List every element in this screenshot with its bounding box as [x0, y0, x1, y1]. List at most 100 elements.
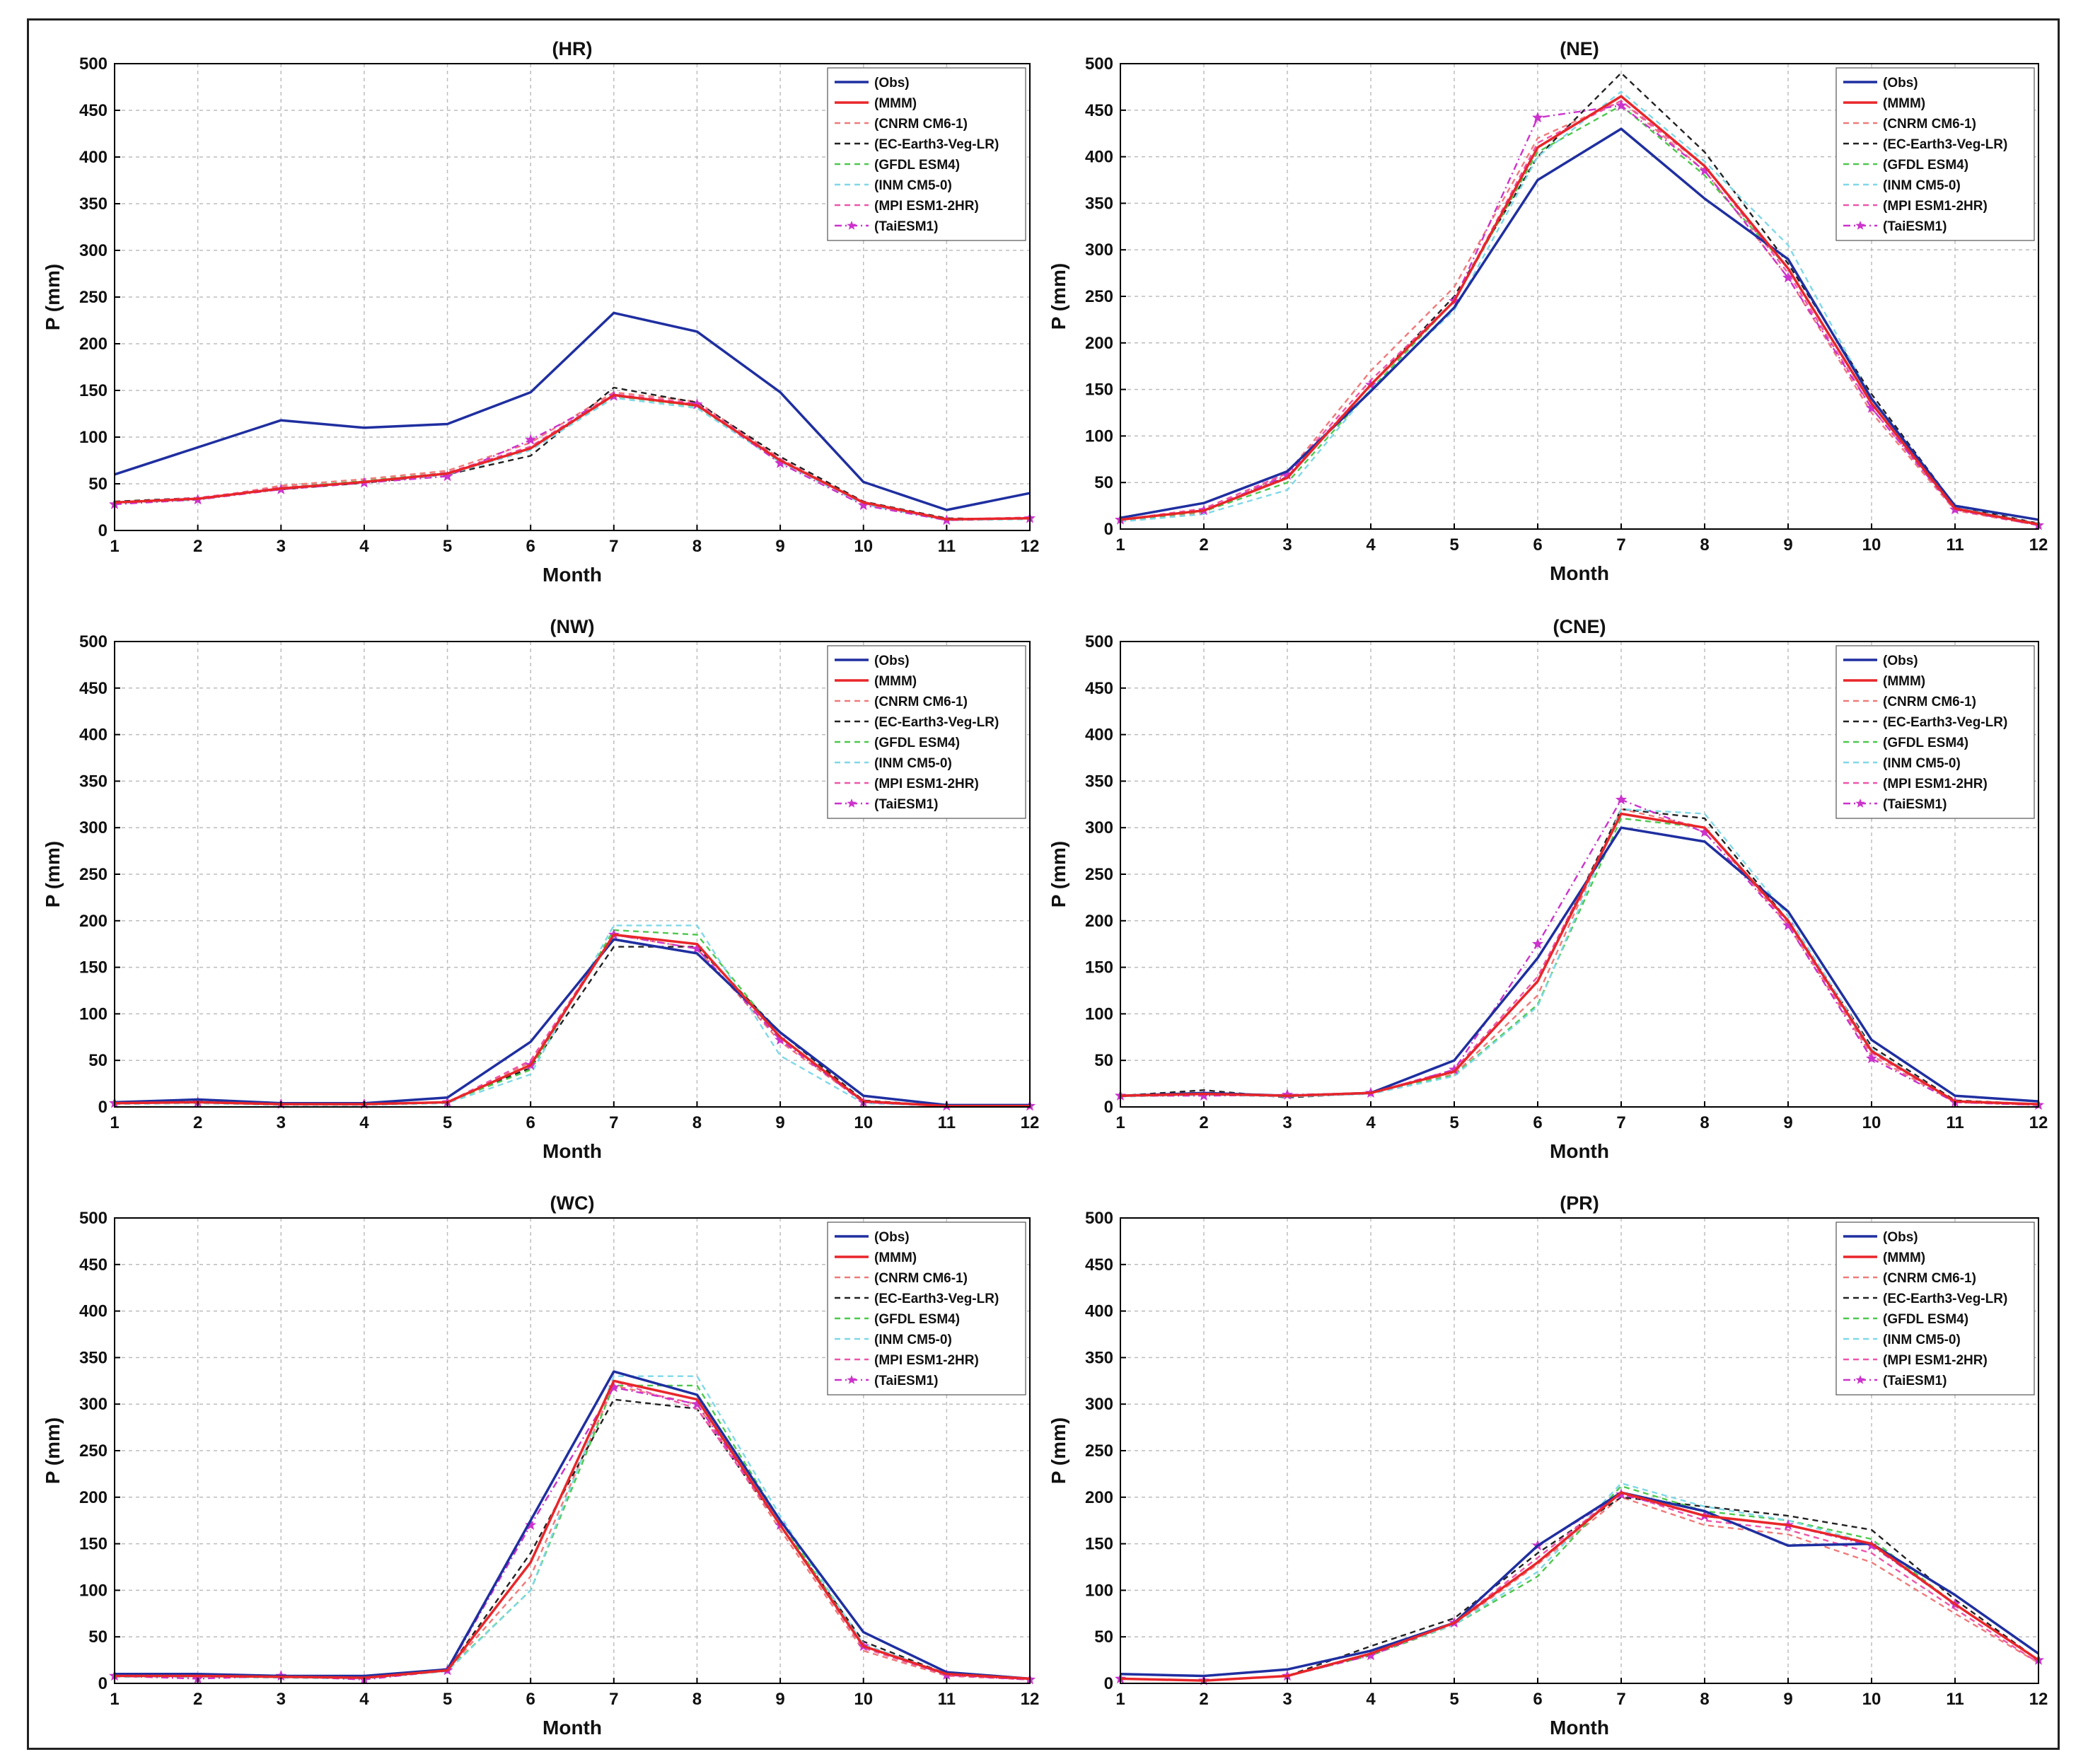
x-tick-label: 12	[1021, 537, 1040, 556]
chart-title: (HR)	[552, 38, 593, 59]
y-axis-label: P (mm)	[42, 264, 64, 330]
series-line	[1120, 799, 2039, 1106]
legend-entry: (Obs)	[874, 76, 910, 91]
series-line	[1120, 104, 2039, 526]
x-tick-label: 9	[1783, 535, 1792, 555]
legend-entry: (GFDL ESM4)	[874, 1312, 960, 1327]
legend: (Obs) (MMM) (CNRM CM6-1) (EC-Earth3-Veg-LR)…	[1835, 1222, 2035, 1395]
legend-marker	[1855, 221, 1865, 230]
legend-entry: (CNRM CM6-1)	[874, 695, 968, 709]
y-tick-label: 500	[79, 1209, 108, 1228]
y-tick-label: 450	[1085, 101, 1113, 120]
y-tick-label: 150	[79, 381, 108, 400]
x-tick-label: 6	[526, 1690, 535, 1709]
legend-entry: (EC-Earth3-Veg-LR)	[1883, 1292, 2007, 1306]
x-tick-label: 1	[110, 1113, 119, 1132]
x-tick-label: 9	[1783, 1113, 1792, 1132]
legend-marker	[847, 221, 857, 230]
data-point	[525, 434, 537, 445]
x-tick-label: 10	[1862, 1113, 1881, 1132]
y-tick-label: 200	[1085, 912, 1113, 931]
x-tick-label: 1	[110, 537, 119, 556]
legend-entry: (CNRM CM6-1)	[1883, 117, 1976, 132]
x-tick-label: 6	[526, 537, 535, 556]
legend-entry: (Obs)	[874, 1230, 910, 1245]
legend-entry: (EC-Earth3-Veg-LR)	[874, 715, 999, 730]
x-tick-label: 6	[526, 1113, 535, 1132]
y-tick-label: 250	[79, 288, 108, 307]
legend-entry: (GFDL ESM4)	[1883, 158, 1968, 173]
y-tick-label: 150	[79, 1535, 108, 1554]
y-tick-label: 450	[1085, 1255, 1113, 1275]
legend-entry: (MMM)	[1883, 96, 1925, 111]
y-tick-label: 400	[1085, 148, 1113, 167]
y-tick-label: 200	[79, 335, 108, 354]
legend: (Obs) (MMM) (CNRM CM6-1) (EC-Earth3-Veg-LR)…	[827, 67, 1026, 241]
chart-title: (NE)	[1560, 38, 1599, 59]
y-axis-label: P (mm)	[1048, 1417, 1069, 1484]
x-tick-label: 10	[1862, 535, 1881, 555]
data-point	[525, 1519, 537, 1531]
x-tick-label: 11	[938, 537, 956, 556]
x-axis-label: Month	[543, 564, 602, 586]
y-tick-label: 350	[79, 772, 108, 791]
legend-entry: (TaiESM1)	[1883, 1374, 1947, 1388]
series-line	[115, 1379, 1031, 1681]
series-line	[1120, 95, 2039, 526]
y-tick-label: 150	[1085, 381, 1113, 400]
x-tick-label: 12	[1021, 1113, 1040, 1132]
x-tick-label: 6	[1533, 1690, 1542, 1709]
y-tick-label: 0	[98, 1674, 108, 1693]
x-axis-label: Month	[543, 1717, 602, 1739]
y-tick-label: 450	[79, 101, 108, 120]
legend-entry: (CNRM CM6-1)	[1883, 1271, 1976, 1286]
y-tick-label: 300	[79, 241, 108, 260]
x-tick-label: 9	[775, 1690, 784, 1709]
y-tick-label: 100	[1085, 427, 1113, 446]
y-tick-label: 150	[79, 958, 108, 977]
y-tick-label: 400	[1085, 726, 1113, 745]
legend-entry: (INM CM5-0)	[1883, 1333, 1961, 1347]
legend-entry: (MMM)	[1883, 1251, 1925, 1265]
x-tick-label: 4	[1366, 1113, 1376, 1132]
x-tick-label: 9	[775, 537, 784, 556]
data-point	[1865, 1052, 1878, 1064]
y-tick-label: 50	[88, 1051, 108, 1070]
y-tick-label: 0	[1104, 1674, 1113, 1693]
legend-entry: (MMM)	[874, 1251, 917, 1265]
y-tick-label: 50	[1094, 473, 1113, 492]
legend-entry: (Obs)	[874, 654, 910, 668]
legend-entry: (MPI ESM1-2HR)	[874, 199, 979, 214]
legend-entry: (MMM)	[874, 674, 917, 689]
x-tick-label: 4	[1366, 1690, 1376, 1709]
y-tick-label: 200	[79, 1488, 108, 1507]
legend-entry: (TaiESM1)	[874, 797, 938, 812]
y-tick-label: 150	[1085, 958, 1113, 977]
x-tick-label: 3	[277, 1113, 286, 1132]
x-axis-label: Month	[1550, 1140, 1609, 1162]
legend-entry: (CNRM CM6-1)	[874, 117, 968, 132]
y-tick-label: 100	[79, 1004, 108, 1023]
legend-entry: (INM CM5-0)	[874, 1333, 952, 1347]
x-tick-label: 2	[1199, 535, 1208, 555]
legend-entry: (EC-Earth3-Veg-LR)	[1883, 137, 2007, 152]
figure-frame	[27, 18, 2060, 1750]
x-tick-label: 7	[1616, 1690, 1625, 1709]
y-tick-label: 100	[79, 1581, 108, 1600]
x-tick-label: 11	[938, 1113, 956, 1132]
x-tick-label: 4	[359, 1113, 369, 1132]
series-line	[114, 395, 1031, 521]
legend-entry: (EC-Earth3-Veg-LR)	[1883, 715, 2007, 730]
y-tick-label: 400	[1085, 1302, 1113, 1321]
x-tick-label: 7	[609, 1690, 618, 1709]
y-axis-label: P (mm)	[1048, 841, 1069, 907]
x-tick-label: 3	[1282, 1690, 1292, 1709]
x-tick-label: 7	[1616, 535, 1625, 555]
legend-entry: (TaiESM1)	[1883, 797, 1947, 812]
y-axis-label: P (mm)	[42, 1417, 64, 1484]
y-tick-label: 300	[1085, 1395, 1113, 1414]
y-tick-label: 350	[1085, 772, 1113, 791]
x-tick-label: 11	[1946, 535, 1964, 555]
